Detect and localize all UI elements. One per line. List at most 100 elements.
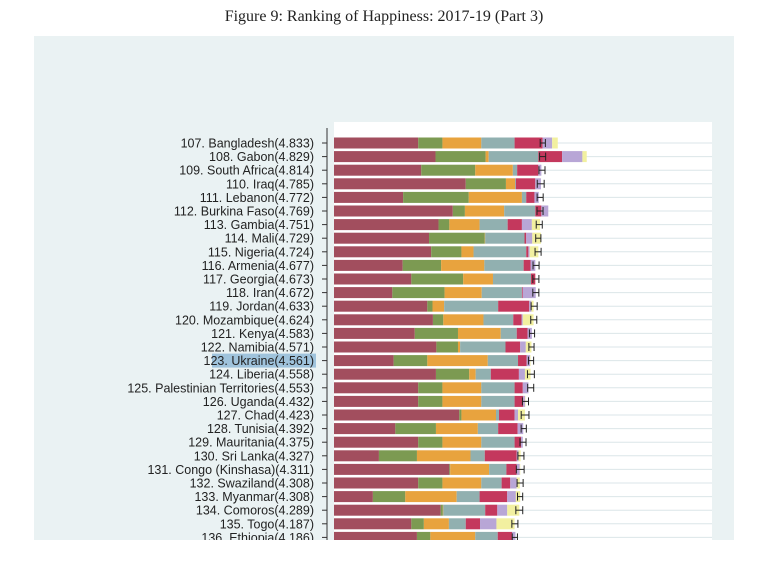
bar-segment (334, 164, 422, 176)
bar-segment (480, 518, 497, 530)
bar-segment (485, 232, 525, 244)
bar-segment (452, 205, 465, 217)
bar-segment (521, 219, 532, 231)
error-bar (511, 533, 518, 540)
bar-segment (481, 436, 515, 448)
bar-segment (435, 368, 470, 380)
bar-segment (421, 164, 476, 176)
bar-segment (438, 219, 450, 231)
bar-segment (514, 137, 543, 149)
category-label: 122. Namibia(4.571) (201, 341, 314, 355)
bar-segment (457, 327, 501, 339)
bar-segment (334, 477, 419, 489)
error-bar (534, 247, 542, 256)
bar-segment (524, 232, 527, 244)
error-bar (530, 302, 538, 311)
error-bar (517, 492, 524, 501)
category-label: 111. Lebanon(4.772) (200, 191, 314, 205)
bar-segment (507, 504, 520, 516)
bar-segment (481, 287, 522, 299)
bar-segment (459, 409, 462, 421)
bar-segment (488, 151, 539, 163)
bar-segment (514, 436, 522, 448)
category-label: 130. Sri Lanka(4.327) (194, 449, 314, 463)
bar-segment (479, 219, 508, 231)
bar-segment (461, 409, 496, 421)
bar-segment (497, 504, 508, 516)
error-bar (528, 343, 535, 351)
bar-segment (456, 491, 480, 503)
error-bar (527, 383, 535, 392)
bar-segment (523, 259, 531, 271)
error-bar (519, 438, 527, 447)
error-bar (532, 261, 540, 270)
bar-segment (443, 314, 484, 326)
bar-segment (442, 382, 482, 394)
bar-segment (444, 300, 499, 312)
bar-segment (334, 395, 419, 407)
chart-panel: 107. Bangladesh(4.833) 108. Gabon(4.829) 1… (34, 36, 734, 540)
bar-segment (405, 491, 457, 503)
category-label: 129. Mauritania(4.375) (188, 436, 314, 450)
category-label: 121. Kenya(4.583) (211, 327, 314, 341)
bar-segment (372, 491, 406, 503)
error-bar (532, 275, 540, 283)
bar-segment (448, 518, 466, 530)
bar-segment (334, 314, 433, 326)
bar-segment (496, 409, 500, 421)
bar-segment (475, 531, 498, 540)
category-label: 134. Comoros(4.289) (196, 504, 314, 518)
bar-segment (529, 246, 539, 258)
bar-segment (465, 518, 481, 530)
bar-segment (334, 504, 441, 516)
bar-segment (440, 504, 443, 516)
happiness-bar-chart: 107. Bangladesh(4.833)108. Gabon(4.829)1… (127, 122, 712, 540)
bar-segment (418, 477, 443, 489)
bar-segment (334, 491, 373, 503)
bar-segment (515, 178, 536, 190)
bar-segment (483, 314, 514, 326)
error-bar (535, 234, 542, 243)
bar-segment (562, 151, 583, 163)
error-bar (536, 193, 544, 202)
bar-segment (444, 287, 482, 299)
bar-segment (427, 355, 488, 367)
bar-segment (334, 259, 403, 271)
bar-segment (484, 232, 486, 244)
category-label: 115. Nigeria(4.724) (208, 245, 314, 259)
bar-segment (528, 246, 530, 258)
error-bar (530, 315, 538, 324)
error-bar (517, 451, 525, 460)
bar-segment (442, 436, 482, 448)
error-bar (526, 370, 535, 379)
bar-segment (334, 382, 419, 394)
category-label: 116. Armenia(4.677) (202, 259, 314, 273)
bar-segment (465, 178, 506, 190)
bar-segment (496, 518, 515, 530)
category-label: 135. Togo(4.187) (220, 517, 314, 531)
error-bar (528, 329, 536, 338)
bar-segment (423, 518, 449, 530)
bar-segment (334, 191, 404, 203)
bar-segment (436, 341, 458, 353)
category-label: 126. Uganda(4.432) (203, 395, 314, 409)
bar-segment (582, 151, 587, 163)
bar-segment (489, 463, 507, 475)
bar-segment (334, 531, 417, 540)
bar-segment (515, 178, 516, 190)
bar-segment (334, 355, 394, 367)
bar-segment (513, 314, 522, 326)
bar-segment (481, 477, 502, 489)
bar-segment (512, 164, 518, 176)
bar-segment (418, 382, 443, 394)
error-bar (515, 465, 525, 474)
bar-segment (498, 423, 518, 435)
bar-segment (378, 450, 417, 462)
bar-segment (334, 423, 396, 435)
bar-segment (526, 191, 535, 203)
bar-segment (475, 164, 513, 176)
bar-segment (450, 463, 490, 475)
bar-segment (484, 259, 524, 271)
bar-segment (334, 436, 419, 448)
bar-segment (334, 450, 379, 462)
